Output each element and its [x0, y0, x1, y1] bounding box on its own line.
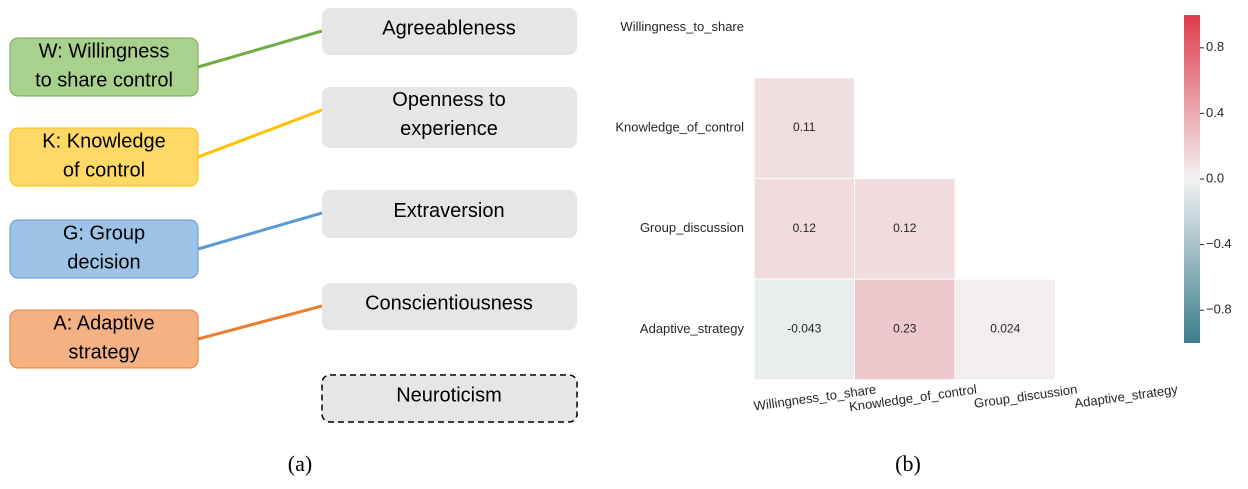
panel-label: (b) — [895, 451, 921, 476]
cell — [753, 177, 855, 280]
node-label: G: Group decision — [63, 223, 145, 274]
left-node — [9, 309, 199, 369]
node-label-line: Neuroticism — [396, 385, 502, 407]
node-label-line: K: Knowledge — [42, 131, 165, 153]
node-label-line: to share control — [35, 70, 173, 92]
x-tick-label: Group_discussion — [973, 382, 1078, 411]
cell-label: 0.12 — [893, 221, 917, 235]
node-label: Openness to experience — [392, 89, 505, 140]
node-label: Extraversion — [393, 200, 504, 222]
node-label-line: Agreeableness — [382, 18, 515, 40]
right-node — [322, 87, 577, 148]
edge — [197, 304, 323, 341]
node-label: W: Willingness to share control — [35, 41, 173, 92]
colorbar-tick-label: 0.0 — [1206, 170, 1224, 185]
node-label: Neuroticism — [396, 385, 502, 407]
x-tick-label: Adaptive_strategy — [1073, 381, 1179, 410]
right-node — [321, 374, 578, 423]
cell — [753, 77, 855, 179]
cell-label: -0.043 — [787, 322, 821, 336]
left-node — [9, 219, 199, 279]
colorbar-tick-label: −0.4 — [1206, 236, 1232, 251]
node-label-line: Openness to — [392, 89, 505, 111]
node-label-line: G: Group — [63, 223, 145, 245]
node-label-line: experience — [400, 118, 498, 140]
cell-label: 0.23 — [893, 322, 917, 336]
node-label-line: of control — [63, 160, 145, 182]
cell-label: 0.024 — [990, 322, 1020, 336]
panel-label: (a) — [288, 451, 312, 476]
y-tick-label: Group_discussion — [640, 220, 744, 235]
colorbar-tick-label: 0.8 — [1206, 39, 1224, 54]
cell-label: 0.12 — [793, 221, 817, 235]
colorbar-tick-label: 0.4 — [1206, 105, 1224, 120]
y-tick-label: Knowledge_of_control — [615, 119, 744, 134]
node-label: Agreeableness — [382, 18, 515, 40]
cell — [854, 177, 956, 280]
right-node — [322, 283, 577, 330]
node-label-line: W: Willingness — [39, 41, 170, 63]
colorbar — [1184, 15, 1200, 343]
node-label: A: Adaptive strategy — [53, 313, 154, 364]
edge — [197, 29, 323, 69]
colorbar-tick-label: −0.8 — [1206, 302, 1232, 317]
cell — [854, 278, 956, 381]
right-node — [322, 8, 577, 55]
node-label-line: A: Adaptive — [53, 313, 154, 335]
cell — [954, 278, 1056, 381]
node-label-line: decision — [67, 252, 140, 274]
node-label: Conscientiousness — [365, 293, 533, 315]
right-node — [322, 190, 577, 238]
left-node — [9, 37, 199, 97]
node-label: K: Knowledge of control — [42, 131, 165, 182]
cell-label: 0.11 — [793, 120, 816, 134]
edge — [197, 108, 323, 159]
node-label-line: Conscientiousness — [365, 293, 533, 315]
y-tick-label: Adaptive_strategy — [640, 321, 745, 336]
node-label-line: strategy — [68, 342, 139, 364]
y-tick-label: Willingness_to_share — [620, 19, 744, 34]
left-node — [9, 127, 199, 187]
edge — [197, 211, 323, 251]
node-label-line: Extraversion — [393, 200, 504, 222]
